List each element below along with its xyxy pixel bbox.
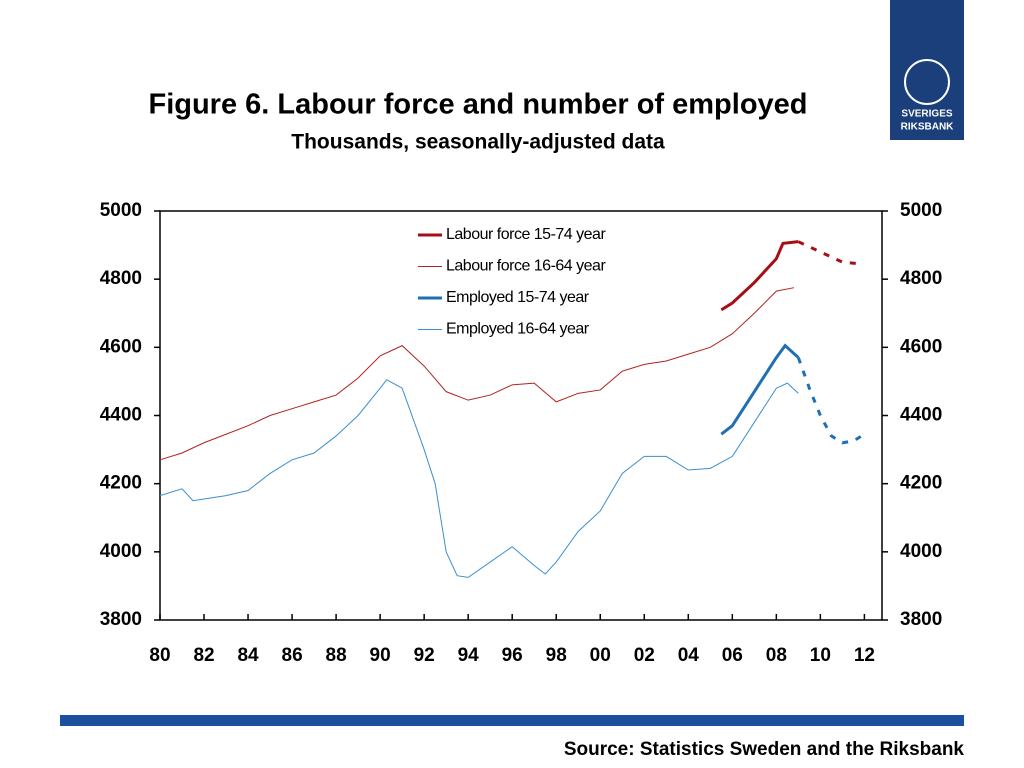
series-line — [159, 379, 799, 578]
series-line — [797, 240, 861, 266]
x-tick-label: 08 — [766, 645, 787, 666]
x-tick-label: 88 — [326, 645, 347, 666]
y-tick-label: 4000 — [100, 541, 142, 562]
x-tick-label: 04 — [678, 645, 700, 666]
x-tick-label: 80 — [149, 645, 170, 666]
x-tick-label: 06 — [722, 645, 743, 666]
x-tick-label: 00 — [590, 645, 611, 666]
legend-label: Labour force 16-64 year — [446, 258, 606, 275]
series-line — [796, 357, 866, 445]
x-tick-label: 84 — [237, 645, 259, 666]
logo-emblem — [904, 59, 950, 105]
x-tick-label: 02 — [634, 645, 655, 666]
x-tick-label: 82 — [193, 645, 214, 666]
y-tick-label: 5000 — [100, 200, 142, 221]
y-tick-label: 4600 — [100, 336, 142, 357]
chart-title: Figure 6. Labour force and number of emp… — [148, 89, 807, 121]
logo-box — [890, 0, 964, 140]
series-line — [159, 287, 795, 461]
x-tick-label: 90 — [370, 645, 391, 666]
legend-label: Labour force 15-74 year — [446, 226, 606, 243]
y-tick-label: 4800 — [100, 268, 142, 289]
series-line — [720, 343, 800, 436]
x-tick-label: 12 — [854, 645, 875, 666]
x-tick-label: 86 — [282, 645, 303, 666]
x-tick-label: 92 — [414, 645, 435, 666]
y2-tick-label: 3800 — [900, 609, 942, 630]
y-tick-label: 4200 — [100, 473, 142, 494]
source: Source: Statistics Sweden and the Riksba… — [564, 739, 965, 760]
legend-label: Employed 16-64 year — [446, 321, 590, 338]
y-tick-label: 4400 — [100, 405, 142, 426]
y2-tick-label: 4600 — [900, 336, 942, 357]
logo-text: RIKSBANK — [901, 122, 955, 133]
logo-text: SVERIGES — [901, 109, 952, 120]
y2-tick-label: 4800 — [900, 268, 942, 289]
y2-tick-label: 4400 — [900, 405, 942, 426]
y2-tick-label: 4200 — [900, 473, 942, 494]
chart-subtitle: Thousands, seasonally-adjusted data — [291, 131, 665, 154]
x-tick-label: 94 — [458, 645, 480, 666]
y2-tick-label: 5000 — [900, 200, 942, 221]
footer-bar — [60, 715, 964, 726]
series-line — [720, 240, 799, 312]
legend-label: Employed 15-74 year — [446, 289, 590, 306]
y-tick-label: 3800 — [100, 609, 142, 630]
x-tick-label: 10 — [810, 645, 831, 666]
x-tick-label: 96 — [502, 645, 523, 666]
y2-tick-label: 4000 — [900, 541, 942, 562]
x-tick-label: 98 — [546, 645, 567, 666]
